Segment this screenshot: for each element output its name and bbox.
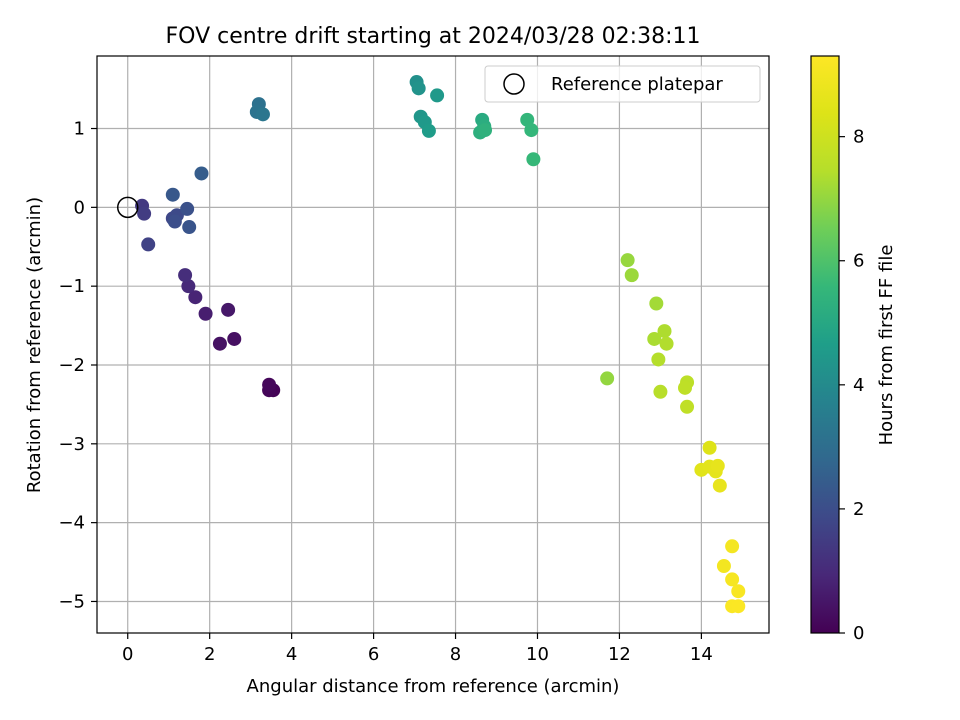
scatter-point [651,352,666,367]
scatter-point [137,206,152,221]
scatter-point [659,336,674,351]
scatter-point [180,201,195,216]
colorbar-tick-label: 4 [853,375,864,396]
scatter-point [255,107,270,122]
y-tick-label: −2 [58,355,85,376]
scatter-point [212,336,227,351]
legend-marker [503,73,525,95]
scatter-point [702,440,717,455]
x-tick-label: 10 [526,644,549,665]
scatter-series [135,75,746,614]
scatter-point [411,81,426,96]
plot-area: 0 2 4 6 8 10 12 14 −5 −4 −3 −2 −1 0 1 [58,55,770,665]
scatter-point [725,539,740,554]
scatter-point [181,279,196,294]
scatter-point [678,380,692,395]
legend: Reference platepar [484,65,761,103]
colorbar-tick-label: 6 [853,251,864,272]
grid [97,56,769,633]
scatter-point [167,214,182,229]
scatter-point [194,166,209,181]
scatter-point [478,123,493,138]
y-tick-label: −3 [58,434,85,455]
x-tick-label: 0 [122,644,133,665]
x-tick-label: 14 [690,644,713,665]
scatter-point [731,599,746,614]
colorbar-tick-label: 2 [853,499,864,520]
scatter-point [430,88,445,103]
y-tick-label: 0 [74,197,85,218]
y-tick-label: −4 [58,513,85,534]
scatter-point [526,152,541,167]
scatter-point [165,187,180,202]
colorbar-tick-label: 8 [853,127,864,148]
x-tick-label: 12 [608,644,631,665]
colorbar-tick-label: 0 [853,623,864,644]
legend-box [484,65,761,103]
axes-frame [96,55,770,634]
y-tick-label: −1 [58,276,85,297]
scatter-point [620,253,635,268]
scatter-point [188,290,203,305]
colorbar-gradient [810,55,840,634]
scatter-point [227,331,242,346]
scatter-point [680,399,695,414]
y-tick-label: 1 [74,119,85,140]
x-tick-label: 4 [286,644,297,665]
scatter-point [182,220,197,235]
legend-entry-reference-platepar: Reference platepar [551,74,723,95]
scatter-point [524,123,539,138]
scatter-point [649,296,664,311]
scatter-point [657,324,672,339]
scatter-point [710,458,725,473]
scatter-point [712,478,727,493]
scatter-point [221,302,236,317]
scatter-point [141,237,156,252]
reference-platepar-marker [116,196,139,219]
scatter-point [421,123,436,138]
y-axis-ticks: −5 −4 −3 −2 −1 0 1 [58,119,97,612]
scatter-point [600,371,615,386]
scatter-point [647,331,662,346]
x-tick-label: 2 [204,644,215,665]
scatter-point [653,384,668,399]
y-tick-label: −5 [58,591,85,612]
scatter-point [178,268,193,283]
scatter-point [262,377,277,392]
chart-title: FOV centre drift starting at 2024/03/28 … [166,24,701,49]
colorbar-label: Hours from first FF file [876,245,897,446]
x-axis-label: Angular distance from reference (arcmin) [247,676,620,697]
x-tick-label: 6 [368,644,379,665]
scatter-point [716,558,731,573]
scatter-point [624,268,639,283]
colorbar-ticks: 0 2 4 6 8 [839,127,864,644]
x-tick-label: 8 [450,644,461,665]
colorbar: 0 2 4 6 8 Hours from first FF file [810,55,897,644]
scatter-point [731,584,746,599]
x-axis-ticks: 0 2 4 6 8 10 12 14 [122,633,713,665]
scatter-point [725,572,740,587]
scatter-point [198,306,213,321]
y-axis-label: Rotation from reference (arcmin) [24,197,45,493]
